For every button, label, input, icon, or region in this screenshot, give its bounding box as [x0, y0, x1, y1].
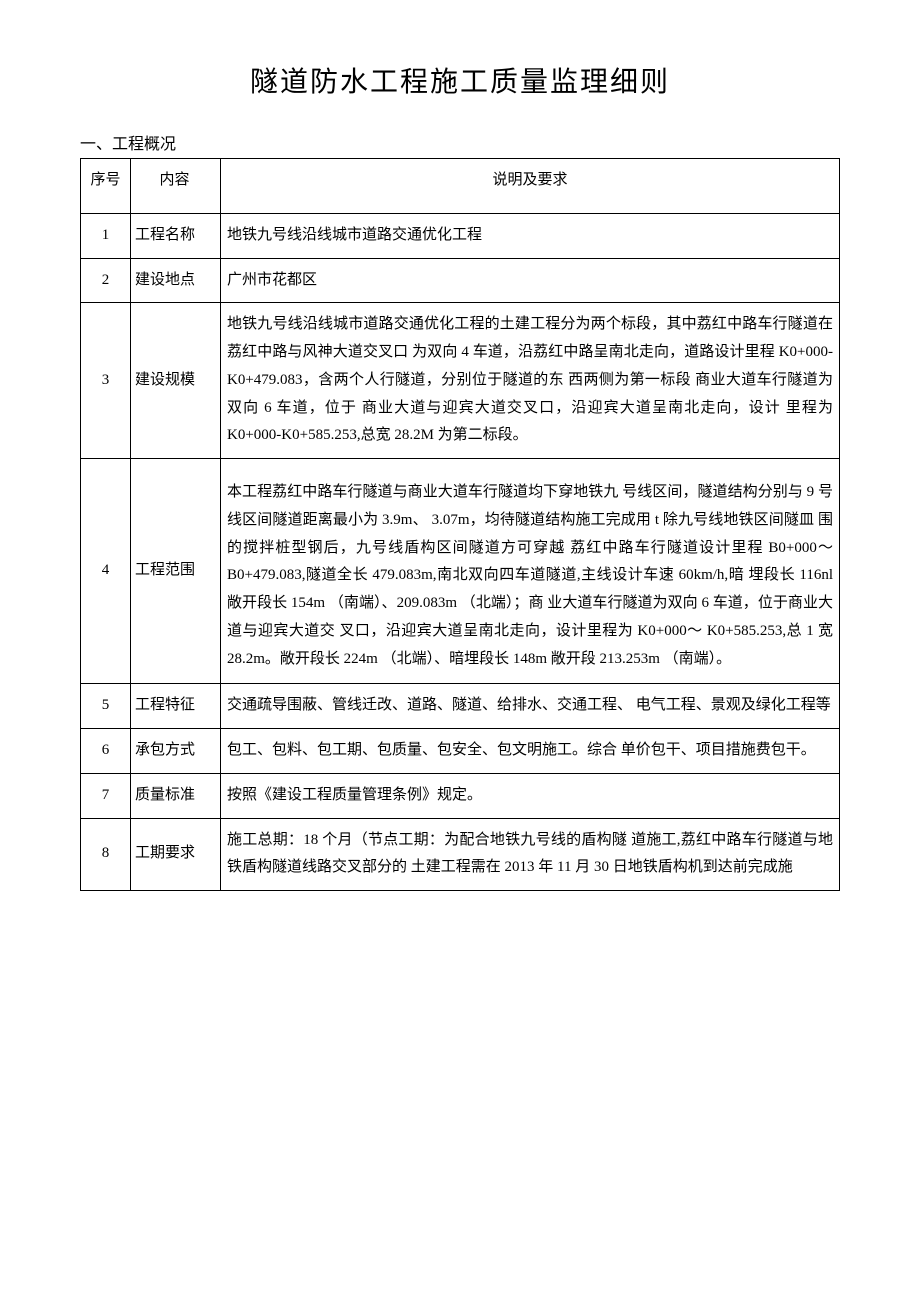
- cell-desc: 交通疏导围蔽、管线迁改、道路、隧道、给排水、交通工程、 电气工程、景观及绿化工程…: [221, 684, 840, 729]
- cell-item: 建设地点: [131, 258, 221, 303]
- cell-item: 承包方式: [131, 729, 221, 774]
- cell-item: 质量标准: [131, 773, 221, 818]
- header-seq: 序号: [81, 159, 131, 214]
- cell-seq: 6: [81, 729, 131, 774]
- table-header-row: 序号 内容 说明及要求: [81, 159, 840, 214]
- cell-seq: 2: [81, 258, 131, 303]
- cell-seq: 1: [81, 213, 131, 258]
- cell-desc: 按照《建设工程质量管理条例》规定。: [221, 773, 840, 818]
- table-row: 4 工程范围 本工程荔红中路车行隧道与商业大道车行隧道均下穿地铁九 号线区间，隧…: [81, 459, 840, 684]
- cell-item: 工程名称: [131, 213, 221, 258]
- header-desc: 说明及要求: [221, 159, 840, 214]
- cell-desc: 广州市花都区: [221, 258, 840, 303]
- project-overview-table: 序号 内容 说明及要求 1 工程名称 地铁九号线沿线城市道路交通优化工程 2 建…: [80, 158, 840, 891]
- cell-item: 建设规模: [131, 303, 221, 459]
- table-row: 6 承包方式 包工、包料、包工期、包质量、包安全、包文明施工。综合 单价包干、项…: [81, 729, 840, 774]
- cell-seq: 8: [81, 818, 131, 891]
- cell-item: 工程特征: [131, 684, 221, 729]
- cell-seq: 4: [81, 459, 131, 684]
- header-item: 内容: [131, 159, 221, 214]
- cell-seq: 5: [81, 684, 131, 729]
- table-row: 1 工程名称 地铁九号线沿线城市道路交通优化工程: [81, 213, 840, 258]
- document-title: 隧道防水工程施工质量监理细则: [80, 60, 840, 100]
- cell-item: 工期要求: [131, 818, 221, 891]
- table-row: 3 建设规模 地铁九号线沿线城市道路交通优化工程的土建工程分为两个标段，其中荔红…: [81, 303, 840, 459]
- cell-item: 工程范围: [131, 459, 221, 684]
- cell-desc: 地铁九号线沿线城市道路交通优化工程: [221, 213, 840, 258]
- table-row: 7 质量标准 按照《建设工程质量管理条例》规定。: [81, 773, 840, 818]
- cell-seq: 3: [81, 303, 131, 459]
- cell-desc: 包工、包料、包工期、包质量、包安全、包文明施工。综合 单价包干、项目措施费包干。: [221, 729, 840, 774]
- cell-desc: 地铁九号线沿线城市道路交通优化工程的土建工程分为两个标段，其中荔红中路车行隧道在…: [221, 303, 840, 459]
- table-row: 5 工程特征 交通疏导围蔽、管线迁改、道路、隧道、给排水、交通工程、 电气工程、…: [81, 684, 840, 729]
- section-heading: 一、工程概况: [80, 130, 840, 154]
- cell-desc: 施工总期：18 个月（节点工期：为配合地铁九号线的盾构隧 道施工,荔红中路车行隧…: [221, 818, 840, 891]
- table-row: 2 建设地点 广州市花都区: [81, 258, 840, 303]
- table-row: 8 工期要求 施工总期：18 个月（节点工期：为配合地铁九号线的盾构隧 道施工,…: [81, 818, 840, 891]
- cell-desc: 本工程荔红中路车行隧道与商业大道车行隧道均下穿地铁九 号线区间，隧道结构分别与 …: [221, 459, 840, 684]
- cell-seq: 7: [81, 773, 131, 818]
